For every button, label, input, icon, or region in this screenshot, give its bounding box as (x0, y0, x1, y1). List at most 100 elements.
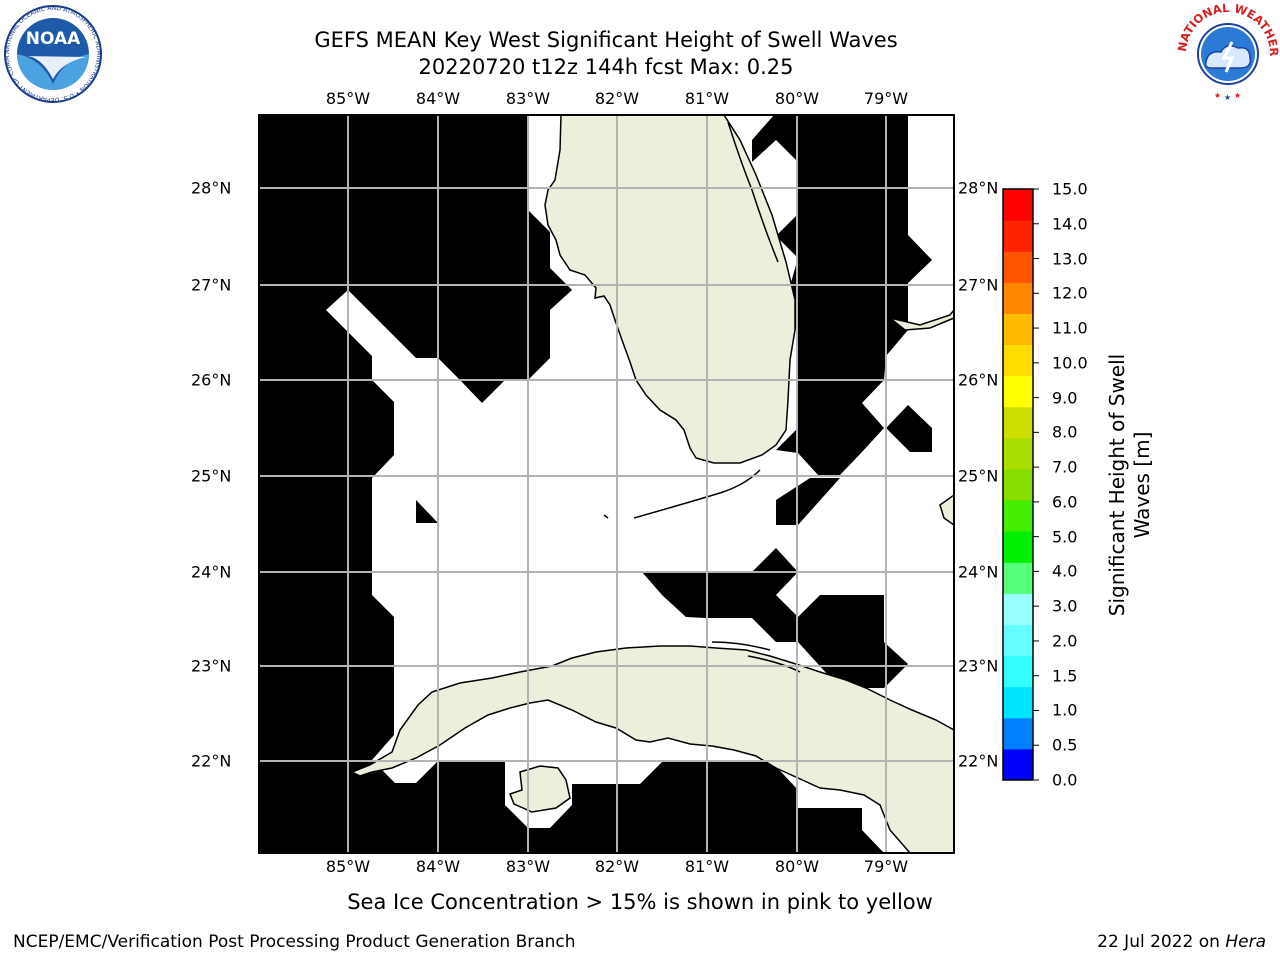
sea-ice-note: Sea Ice Concentration > 15% is shown in … (347, 890, 933, 914)
footer-date: 22 Jul 2022 on Hera (1097, 932, 1266, 952)
colorbar-segment (1003, 468, 1033, 501)
lon-label-bottom: 84°W (415, 857, 461, 876)
swell-region-bahamas (776, 478, 840, 525)
colorbar-tick-label: 14.0 (1052, 214, 1088, 234)
colorbar (1002, 188, 1039, 781)
lon-label-bottom: 81°W (684, 857, 730, 876)
colorbar-tick-label: 10.0 (1052, 353, 1088, 373)
colorbar-segment (1003, 406, 1033, 439)
colorbar-segment (1003, 220, 1033, 252)
lon-label-top: 81°W (684, 89, 730, 108)
colorbar-tick-label: 8.0 (1052, 422, 1078, 442)
colorbar-tick-label: 13.0 (1052, 249, 1088, 269)
colorbar-tick-label: 1.5 (1052, 666, 1078, 686)
colorbar-segment (1003, 624, 1033, 657)
svg-text:★: ★ (1214, 91, 1221, 100)
lon-label-top: 83°W (505, 89, 551, 108)
colorbar-segment (1003, 531, 1033, 563)
land-cuba (350, 645, 954, 853)
land-grand-bahama (889, 308, 954, 331)
bahamas-islet (831, 403, 863, 621)
colorbar-segment (1003, 655, 1033, 688)
lon-label-bottom: 80°W (774, 857, 820, 876)
swell-region-islet (416, 500, 438, 523)
lat-label-left: 22°N (191, 751, 232, 771)
lat-label-right: 22°N (958, 751, 999, 771)
lat-label-right: 28°N (958, 178, 999, 198)
coastline-details (603, 121, 863, 798)
footer-machine: Hera (1225, 932, 1266, 952)
lon-label-bottom: 82°W (594, 857, 640, 876)
lat-label-right: 26°N (958, 370, 999, 390)
chart-title: GEFS MEAN Key West Significant Height of… (314, 28, 898, 52)
colorbar-tick-label: 2.0 (1052, 631, 1078, 651)
swell-region-east-mid (776, 428, 798, 453)
colorbar-label: Significant Height of Swell Waves [m] (1105, 353, 1154, 617)
colorbar-segment (1003, 282, 1033, 314)
colorbar-tick-label: 7.0 (1052, 457, 1078, 477)
swell-region-south (642, 548, 908, 688)
lat-label-right: 27°N (958, 275, 999, 295)
lat-label-right: 24°N (958, 562, 999, 582)
colorbar-tick-label: 12.0 (1052, 283, 1088, 303)
dry-tortugas (603, 514, 609, 519)
swell-region-gulf (259, 115, 884, 853)
lon-label-top: 80°W (774, 89, 820, 108)
colorbar-segment (1003, 344, 1033, 377)
florida-keys (633, 469, 761, 519)
colorbar-segment (1003, 437, 1033, 470)
lat-label-left: 24°N (191, 562, 232, 582)
lon-label-bottom: 85°W (325, 857, 371, 876)
noaa-logo-text: NOAA (26, 29, 81, 49)
lat-label-right: 25°N (958, 466, 999, 486)
colorbar-tick-label: 1.0 (1052, 700, 1078, 720)
lat-label-left: 25°N (191, 466, 232, 486)
land-masses (350, 115, 954, 853)
colorbar-frame (1002, 188, 1034, 781)
lat-label-left: 27°N (191, 275, 232, 295)
colorbar-segment (1003, 189, 1033, 221)
colorbar-tick-label: 0.0 (1052, 770, 1078, 790)
colorbar-tick-label: 6.0 (1052, 492, 1078, 512)
lon-label-top: 79°W (863, 89, 909, 108)
colorbar-tick-label: 15.0 (1052, 179, 1088, 199)
colorbar-segment (1003, 375, 1033, 408)
lat-label-left: 28°N (191, 178, 232, 198)
footer-date-text: 22 Jul 2022 on (1097, 932, 1220, 952)
colorbar-segment (1003, 562, 1033, 594)
svg-text:★: ★ (1234, 91, 1241, 100)
map-gridlines (259, 115, 954, 853)
colorbar-tick-label: 4.0 (1052, 561, 1078, 581)
colorbar-tick-label: 3.0 (1052, 596, 1078, 616)
lon-label-top: 84°W (415, 89, 461, 108)
colorbar-segment (1003, 500, 1033, 532)
colorbar-segment (1003, 251, 1033, 283)
lon-label-top: 82°W (594, 89, 640, 108)
colorbar-segment (1003, 593, 1033, 625)
colorbar-tick-label: 5.0 (1052, 527, 1078, 547)
lon-label-top: 85°W (325, 89, 371, 108)
lon-label-bottom: 83°W (505, 857, 551, 876)
land-bahamas-andros (939, 494, 954, 526)
lat-label-left: 26°N (191, 370, 232, 390)
colorbar-segment (1003, 313, 1033, 346)
colorbar-segment (1003, 686, 1033, 719)
lat-label-right: 23°N (958, 656, 999, 676)
noaa-logo: NATIONAL OCEANIC AND ATMOSPHERIC ADMINIS… (2, 4, 102, 103)
footer-credit: NCEP/EMC/Verification Post Processing Pr… (13, 932, 576, 952)
chart-subtitle: 20220720 t12z 144h fcst Max: 0.25 (418, 55, 794, 79)
florida-east-lagoon (727, 121, 779, 263)
colorbar-tick-label: 9.0 (1052, 388, 1078, 408)
colorbar-tick-label: 0.5 (1052, 735, 1078, 755)
nws-logo: NATIONAL WEATHER SERVICE ★ ★ ★ (1176, 2, 1280, 103)
swell-region-east-small (886, 405, 932, 452)
land-florida (544, 115, 796, 464)
colorbar-segment (1003, 717, 1033, 750)
colorbar-segment (1003, 748, 1033, 781)
land-isle-of-youth (509, 765, 571, 813)
lon-label-bottom: 79°W (863, 857, 909, 876)
lat-label-left: 23°N (191, 656, 232, 676)
map-frame (258, 114, 955, 854)
svg-text:★: ★ (1224, 93, 1231, 102)
